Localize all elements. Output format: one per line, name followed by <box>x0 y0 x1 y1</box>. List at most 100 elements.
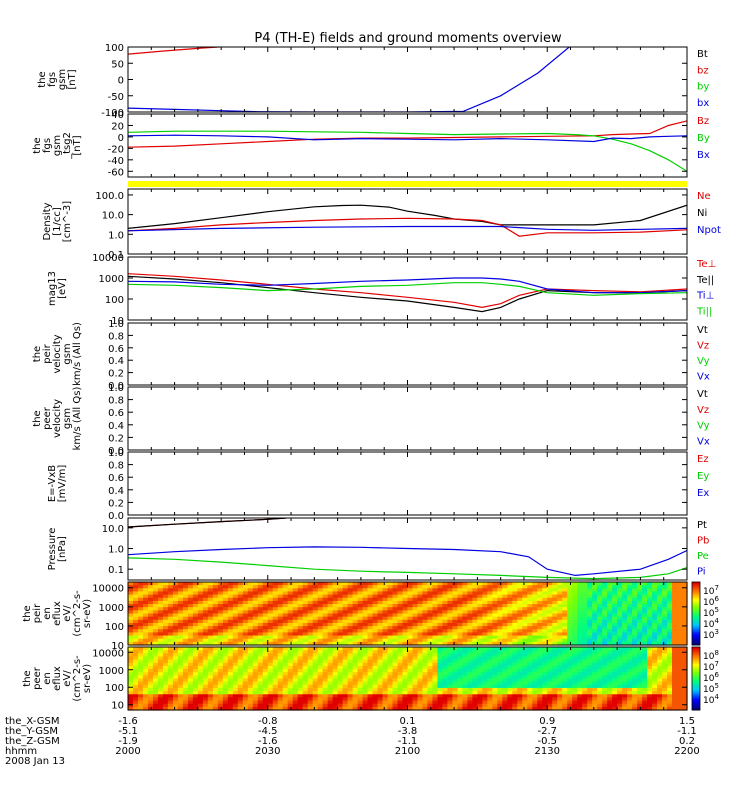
p5-ylabel-line: the <box>32 346 43 362</box>
p4-ytick-label: 100 <box>105 295 124 306</box>
xaxis-tick-label: -1.1 <box>398 736 418 747</box>
p3-series-Npot <box>128 225 687 232</box>
p2-ylabel-line: fgs <box>42 138 53 153</box>
p3-series <box>128 204 687 237</box>
p8-ytick-label: 0.1 <box>108 565 124 576</box>
xaxis-tick-label: 2030 <box>255 746 280 757</box>
p10-spectrogram <box>128 647 688 711</box>
p3-series-Ni <box>128 204 687 229</box>
p2-ytick-label: -60 <box>108 167 124 178</box>
p1-ylabel-line: [nT] <box>67 69 78 89</box>
xaxis-tick-label: 2000 <box>115 746 140 757</box>
p10-ylabel-line: sr-eV) <box>82 664 93 693</box>
p7-ylabel-line: E=-VxB <box>47 465 58 502</box>
p2-series-Bz <box>128 120 687 148</box>
xaxis-tick-label: -4.5 <box>258 726 278 737</box>
p2-series-By <box>128 130 687 172</box>
p9-ylabel-line: the <box>22 605 33 621</box>
p8-series-Pt <box>128 518 287 528</box>
p7-ytick-label: 0.2 <box>108 498 124 509</box>
panel-p6: 1.0 0.80.6 0.40.2 0.0 the peer velocity gsm km/s… <box>32 383 710 457</box>
p3-legend-Ni: Ni <box>697 208 707 219</box>
p8-ylabel-line: [nPa] <box>57 536 68 562</box>
p2-legend-By: By <box>697 133 710 144</box>
p5-frame <box>127 322 688 386</box>
xaxis-row-label: the_X-GSM <box>5 716 59 727</box>
p4-series <box>128 273 687 313</box>
p4-legend-Te: Te⊥ <box>696 259 716 270</box>
p4-series-Ti <box>128 282 687 296</box>
p6-ylabel-line: km/s (All Qs) <box>72 387 83 451</box>
p7-frame <box>127 451 688 516</box>
p3-ylabel-line: [cm^-3] <box>62 201 73 242</box>
p8-legend-Pi: Pi <box>697 567 706 578</box>
p4-series-Te <box>128 273 687 309</box>
p9-ylabel-line: eflux <box>52 601 63 626</box>
p5-ytick-label: 0.8 <box>108 331 124 342</box>
p1-series <box>128 47 571 112</box>
panel-p7: 1.0 0.80.6 0.40.2 0.0 E=-VxB [mV/m] Ez Ey Ex <box>47 448 709 522</box>
xaxis-tick-label: 1.5 <box>679 716 695 727</box>
p8-ytick-label: 1.0 <box>108 545 124 556</box>
p10-ytick-label: 1000 <box>99 666 124 677</box>
p4-series-Te <box>128 275 687 313</box>
p1-series-bz <box>128 47 229 55</box>
p9-ytick-label: 100 <box>105 622 124 633</box>
p8-legend-Pb: Pb <box>697 536 709 547</box>
p3-ytick-label: 100.0 <box>95 191 124 202</box>
p7-legend-Ez: Ez <box>697 454 709 465</box>
p5-ytick-label: 0.6 <box>108 344 124 355</box>
p8-legend-Pe: Pe <box>697 551 709 562</box>
p4-legend-Te: Te|| <box>696 275 714 286</box>
x-axis-labels: the_X-GSMthe_Y-GSMthe_Z-GSMhhmm-1.6-5.1-… <box>5 716 700 757</box>
xaxis-tick-label: -1.1 <box>677 726 697 737</box>
p5-ylabel-line: gsm <box>62 343 73 364</box>
p8-series-Pe <box>128 557 687 580</box>
p1-ylabel-line: the <box>37 71 48 87</box>
p2-ylabel-line: [nT] <box>72 135 83 155</box>
p1-ytick-label: 50 <box>111 59 124 70</box>
p4-series-Ti <box>128 277 687 294</box>
flag-bar <box>128 181 687 187</box>
p2-ytick-label: 20 <box>111 121 124 132</box>
p4-legend-Ti: Ti⊥ <box>696 291 714 302</box>
p2-legend-Bz: Bz <box>697 116 709 127</box>
p2-legend-Bx: Bx <box>697 150 710 161</box>
p6-frame <box>127 386 688 451</box>
p1-ylabel-line: gsm <box>57 69 68 90</box>
xaxis-row-label: the_Z-GSM <box>5 736 60 747</box>
p10-ytick-label: 10000 <box>92 648 124 659</box>
p10-ylabel-line: the <box>22 670 33 686</box>
p4-legend-Ti: Ti|| <box>696 306 712 317</box>
p9-ylabel-line: peir <box>32 603 43 623</box>
p9-spectrogram <box>128 582 688 646</box>
xaxis-tick-label: -1.6 <box>258 736 278 747</box>
p6-ytick-label: 0.6 <box>108 408 124 419</box>
p10-ytick-label: 100 <box>105 683 124 694</box>
p3-ylabel-line: Density <box>42 202 53 240</box>
xaxis-tick-label: 2200 <box>674 746 699 757</box>
p6-ylabel-line: peer <box>42 406 53 430</box>
p4-ytick-label: 1000 <box>99 274 124 285</box>
p5-legend-Vx: Vx <box>697 372 710 383</box>
p10-ylabel-line: peer <box>32 666 43 690</box>
p7-ytick-label: 0.4 <box>108 486 124 497</box>
p3-ytick-label: 1.0 <box>108 230 124 241</box>
p4-ylabel-line: [eV] <box>57 278 68 299</box>
p6-ytick-label: 0.2 <box>108 433 124 444</box>
plot-title: P4 (TH-E) fields and ground moments over… <box>254 31 562 46</box>
p5-ylabel-line: peir <box>42 343 53 363</box>
p9-ytick-label: 1000 <box>99 603 124 614</box>
p10-ylabel-line: (cm^2-s- <box>72 655 83 702</box>
p2-series <box>128 120 687 172</box>
p8-ylabel-line: Pressure <box>47 528 58 571</box>
p2-ytick-label: 0 <box>118 133 124 144</box>
p2-ylabel-line: _tsg2 <box>62 132 73 160</box>
p5-legend-Vz: Vz <box>697 341 709 352</box>
p2-ylabel-line: gsm <box>52 135 63 156</box>
